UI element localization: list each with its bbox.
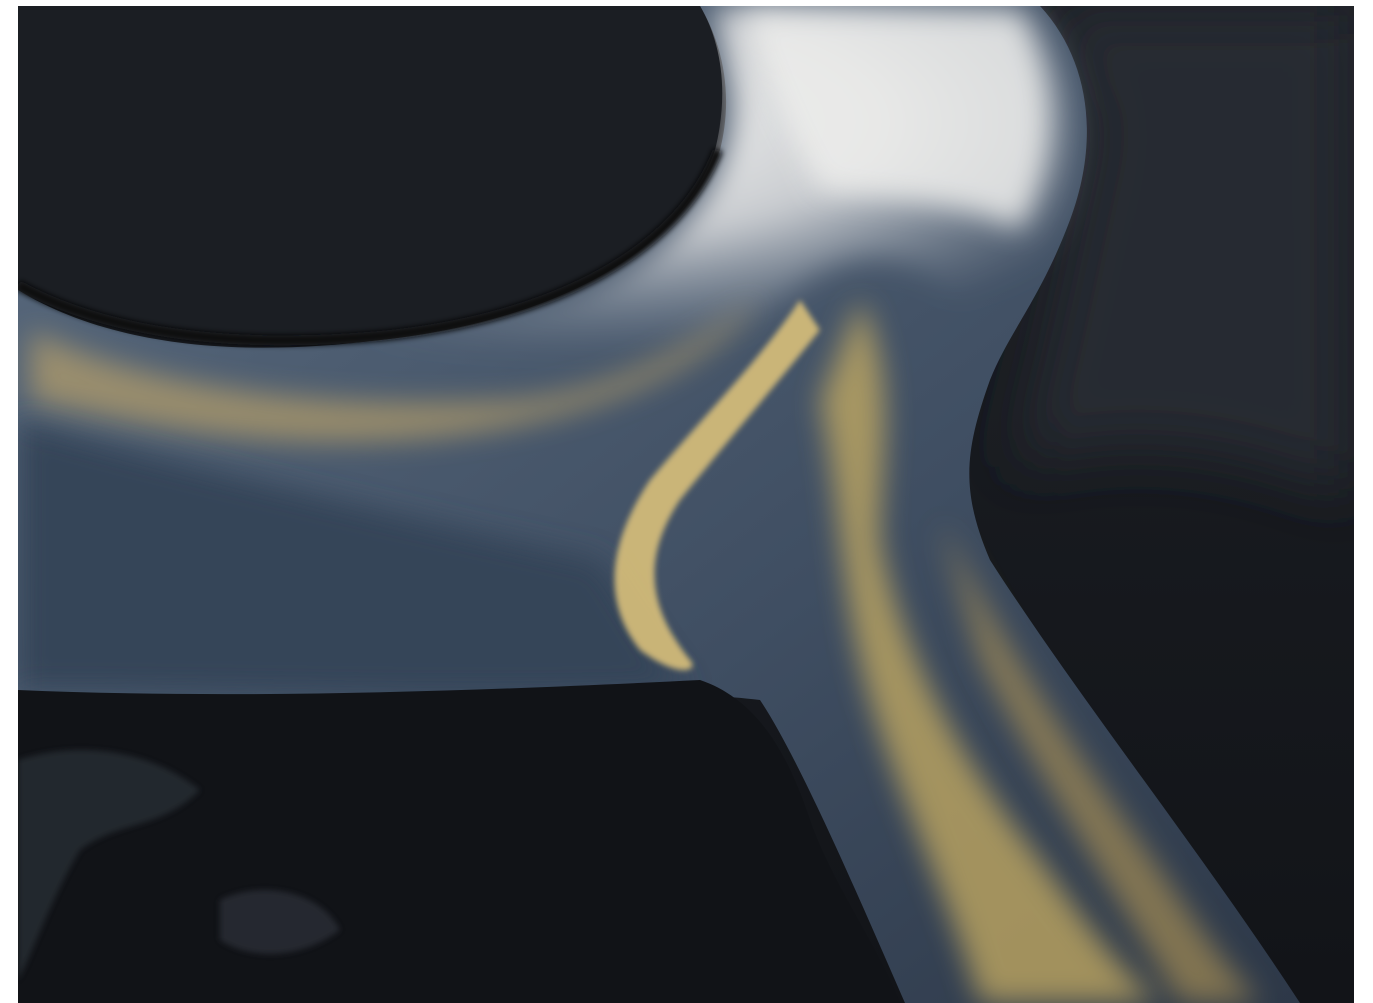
- bank-shadow: [18, 148, 723, 346]
- sediment-edge: [614, 300, 820, 670]
- scene: [18, 6, 1354, 1003]
- upper-bank: [18, 6, 723, 345]
- sediment-channel: [820, 300, 1160, 1003]
- white-glare: [740, 10, 1050, 230]
- sand-patch: [220, 890, 340, 954]
- sediment: [30, 300, 760, 442]
- sand-patch: [18, 750, 200, 980]
- shallow-water: [18, 420, 690, 695]
- right-bank: [1010, 6, 1354, 500]
